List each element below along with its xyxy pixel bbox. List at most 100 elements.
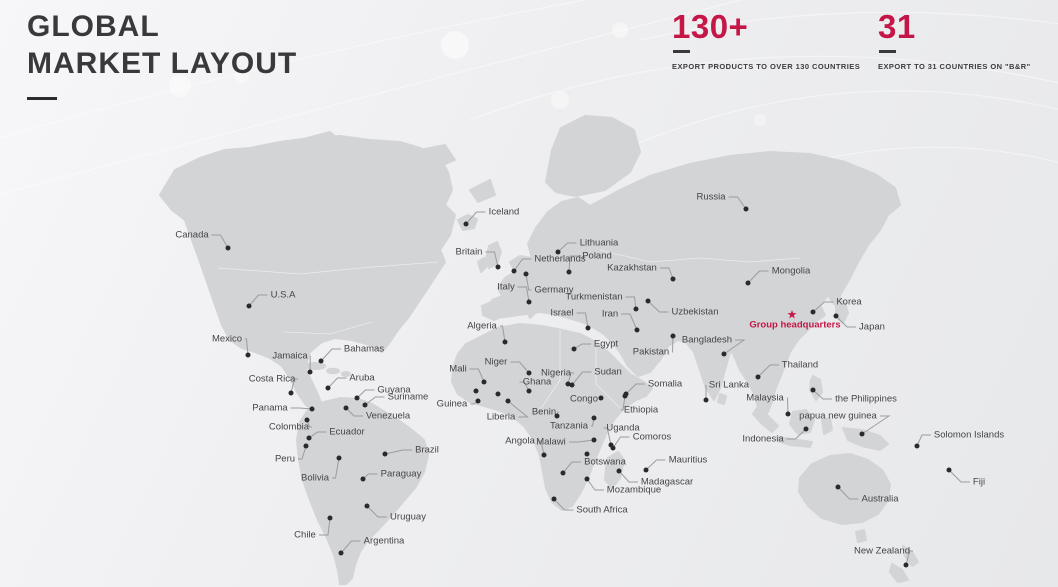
connector-somalia bbox=[625, 383, 645, 395]
connector-peru bbox=[298, 445, 307, 460]
country-label-brazil: Brazil bbox=[415, 444, 439, 456]
connector-papua-new-guinea bbox=[861, 415, 891, 435]
country-dot-ghana bbox=[526, 388, 532, 394]
country-dot-comoros bbox=[610, 445, 616, 451]
header: GLOBAL MARKET LAYOUT bbox=[27, 8, 297, 100]
country-label-japan: Japan bbox=[859, 321, 885, 333]
country-dot-pakistan bbox=[670, 333, 676, 339]
country-dot-algeria bbox=[502, 339, 508, 345]
country-label-jamaica: Jamaica bbox=[272, 350, 308, 362]
connector-madagascar bbox=[618, 470, 638, 483]
connector-panama bbox=[290, 407, 313, 410]
country-dot-thailand bbox=[755, 374, 761, 380]
country-dot-botswana bbox=[560, 470, 566, 476]
country-dot-uzbekistan bbox=[645, 298, 651, 304]
country-dot-kazakhstan bbox=[670, 276, 676, 282]
country-label-solomon-islands: Solomon Islands bbox=[933, 429, 1005, 441]
country-label-tanzania: Tanzania bbox=[549, 420, 589, 432]
connector-chile bbox=[319, 517, 331, 536]
country-label-new-zealand: New Zealand bbox=[854, 545, 910, 557]
country-dot-malawi bbox=[591, 437, 597, 443]
country-label-canada: Canada bbox=[175, 229, 209, 241]
country-label-russia: Russia bbox=[696, 191, 726, 203]
country-dot-ecuador bbox=[306, 435, 312, 441]
country-label-suriname: Suriname bbox=[387, 391, 429, 403]
country-dot-mauritius bbox=[643, 467, 649, 473]
connector-italy bbox=[517, 286, 530, 303]
country-dot-mozambique bbox=[584, 476, 590, 482]
country-label-thailand: Thailand bbox=[781, 359, 819, 371]
connector-canada bbox=[211, 234, 229, 249]
connector-u-s-a bbox=[248, 294, 268, 307]
connector-liberia bbox=[507, 400, 529, 418]
country-label-germany: Germany bbox=[534, 284, 574, 296]
country-dot-panama bbox=[309, 406, 315, 412]
connector-australia bbox=[837, 486, 859, 500]
country-label-sri-lanka: Sri Lanka bbox=[708, 379, 750, 391]
country-label-angola: Angola bbox=[505, 435, 535, 447]
country-dot-uganda bbox=[608, 442, 614, 448]
country-label-britain: Britain bbox=[455, 246, 483, 258]
country-dot-mongolia bbox=[745, 280, 751, 286]
country-label-argentina: Argentina bbox=[363, 535, 405, 547]
country-dot-turkmenistan bbox=[633, 306, 639, 312]
connector-mexico bbox=[245, 338, 249, 356]
country-label-peru: Peru bbox=[274, 453, 296, 465]
country-dot-germany bbox=[523, 271, 529, 277]
country-label-fiji: Fiji bbox=[972, 476, 986, 488]
country-dot-britain bbox=[495, 264, 501, 270]
country-dot-tanzania bbox=[591, 415, 597, 421]
stat-dash bbox=[673, 50, 690, 53]
country-dot-venezuela bbox=[343, 405, 349, 411]
country-label-malaysia: Malaysia bbox=[746, 392, 784, 404]
stat-caption: EXPORT TO 31 COUNTRIES ON "B&R" bbox=[878, 62, 1031, 71]
connector-germany bbox=[525, 273, 532, 291]
country-label-colombia: Colombia bbox=[268, 421, 310, 433]
country-dot-poland bbox=[566, 269, 572, 275]
country-label-chile: Chile bbox=[294, 529, 316, 541]
country-label-egypt: Egypt bbox=[593, 338, 619, 350]
country-dot-ethiopia bbox=[622, 393, 628, 399]
country-label-aruba: Aruba bbox=[349, 372, 375, 384]
country-label-iran: Iran bbox=[601, 308, 619, 320]
country-label-ethiopia: Ethiopia bbox=[623, 404, 659, 416]
connector-jamaica bbox=[309, 355, 311, 373]
country-label-congo: Congo bbox=[570, 393, 598, 405]
connector-mozambique bbox=[586, 478, 604, 491]
country-label-kazakhstan: Kazakhstan bbox=[607, 262, 657, 274]
country-dot-sri-lanka bbox=[703, 397, 709, 403]
country-label-lithuania: Lithuania bbox=[579, 237, 619, 249]
connector-iran bbox=[621, 313, 638, 331]
country-dot-liberia bbox=[505, 398, 511, 404]
connector-israel bbox=[576, 312, 589, 329]
country-dot-costa-rica bbox=[288, 390, 294, 396]
country-label-uganda: Uganda bbox=[606, 422, 640, 434]
connector-mongolia bbox=[747, 270, 769, 284]
connector-japan bbox=[835, 315, 856, 328]
country-label-ecuador: Ecuador bbox=[329, 426, 365, 438]
country-dot-new-zealand bbox=[903, 562, 909, 568]
connector-pakistan bbox=[672, 335, 674, 353]
stat-value: 130+ bbox=[672, 8, 749, 45]
country-label-israel: Israel bbox=[550, 307, 574, 319]
connector-turkmenistan bbox=[625, 296, 637, 310]
country-dot-papua-new-guinea bbox=[859, 431, 865, 437]
country-label-guinea: Guinea bbox=[436, 398, 468, 410]
country-label-indonesia: Indonesia bbox=[742, 433, 784, 445]
connector-south-africa bbox=[553, 498, 574, 511]
stat-value: 31 bbox=[878, 8, 916, 45]
connector-russia bbox=[728, 196, 747, 210]
connector-argentina bbox=[340, 540, 361, 554]
country-dot-guyana bbox=[354, 395, 360, 401]
country-label-malawi: Malawi bbox=[536, 436, 566, 448]
country-label-bangladesh: Bangladesh bbox=[681, 334, 733, 346]
connector-tanzania bbox=[591, 417, 595, 427]
connector-mali bbox=[469, 368, 485, 383]
country-label-mauritius: Mauritius bbox=[668, 454, 708, 466]
country-label-pakistan: Pakistan bbox=[632, 346, 670, 358]
country-label-panama: Panama bbox=[252, 402, 288, 414]
country-dot-egypt bbox=[571, 346, 577, 352]
country-dot-colombia bbox=[304, 417, 310, 423]
